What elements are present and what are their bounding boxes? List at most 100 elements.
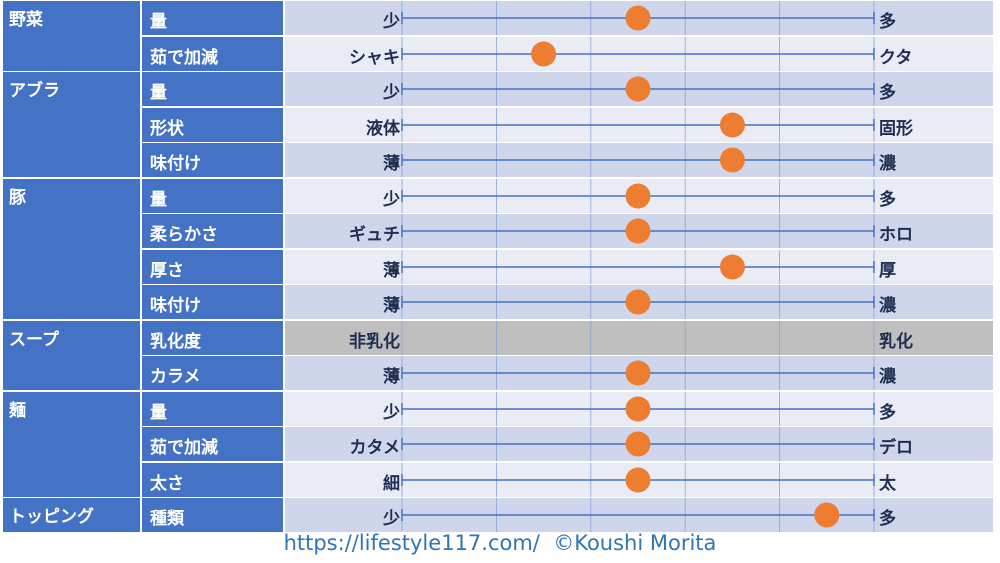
category-cell: 野菜 bbox=[3, 1, 140, 71]
scale-left-label: 少 bbox=[383, 189, 400, 210]
rating-marker bbox=[625, 76, 651, 102]
item-label: 太さ bbox=[150, 473, 184, 494]
item-label: 量 bbox=[150, 12, 167, 32]
scale-track bbox=[401, 462, 875, 497]
category-cell: 豚 bbox=[3, 178, 140, 319]
scale-track bbox=[401, 320, 875, 355]
scale-track bbox=[401, 214, 875, 248]
scale-track bbox=[401, 356, 875, 390]
item-cell: 味付け bbox=[142, 143, 283, 177]
item-cell: 厚さ bbox=[142, 249, 283, 284]
category-label: 麺 bbox=[9, 400, 26, 421]
item-cell: 量 bbox=[142, 178, 283, 213]
footer-credit: https://lifestyle117.com/ ©Koushi Morita bbox=[283, 531, 717, 555]
scale-right-label: 濃 bbox=[879, 154, 896, 174]
item-cell: 柔らかさ bbox=[142, 214, 283, 248]
category-label: 野菜 bbox=[9, 10, 43, 30]
scale-right-label: 濃 bbox=[879, 296, 896, 316]
scale-cell: 少多 bbox=[285, 391, 993, 426]
rating-marker bbox=[814, 502, 840, 528]
item-cell: 種類 bbox=[142, 498, 283, 532]
scale-left-label: 非乳化 bbox=[349, 331, 400, 352]
scale-right-label: 濃 bbox=[879, 367, 896, 387]
rating-marker bbox=[625, 218, 651, 244]
rating-marker bbox=[625, 289, 651, 315]
scale-cell: 少多 bbox=[285, 498, 993, 532]
scale-right-label: 多 bbox=[879, 83, 896, 103]
scale-cell: 少多 bbox=[285, 178, 993, 213]
rating-marker bbox=[719, 147, 745, 173]
scale-cell: 薄濃 bbox=[285, 285, 993, 319]
scale-cell: 薄厚 bbox=[285, 249, 993, 284]
scale-right-label: 多 bbox=[879, 509, 896, 529]
scale-left-label: 少 bbox=[383, 12, 400, 32]
scale-track bbox=[401, 72, 875, 106]
scale-track bbox=[401, 498, 875, 532]
item-label: 量 bbox=[150, 402, 167, 423]
item-label: 量 bbox=[150, 189, 167, 210]
scale-left-label: 薄 bbox=[383, 296, 400, 316]
item-cell: 茹で加減 bbox=[142, 36, 283, 71]
item-cell: 乳化度 bbox=[142, 320, 283, 355]
scale-track bbox=[401, 249, 875, 284]
scale-cell: カタメ デロ bbox=[285, 427, 993, 461]
category-cell: アブラ bbox=[3, 72, 140, 177]
scale-right-label: デロ bbox=[879, 438, 913, 458]
rating-marker bbox=[625, 5, 651, 31]
category-label: 豚 bbox=[9, 187, 26, 208]
scale-cell: 薄濃 bbox=[285, 143, 993, 177]
category-label: アブラ bbox=[9, 81, 60, 101]
item-label: カラメ bbox=[150, 367, 201, 387]
rating-marker bbox=[719, 112, 745, 137]
rating-marker bbox=[625, 183, 651, 208]
item-cell: 形状 bbox=[142, 107, 283, 142]
scale-right-label: ホロ bbox=[879, 225, 913, 245]
item-label: 茹で加減 bbox=[150, 47, 218, 68]
category-cell: 麺 bbox=[3, 391, 140, 497]
scale-track bbox=[401, 107, 875, 142]
scale-right-label: クタ bbox=[879, 47, 913, 68]
rating-chart: 野菜 アブラ豚スープ麺トッピング量少多茹で加減 シャキ クタ量少多形状 液体 固形 味付け薄… bbox=[3, 1, 993, 532]
rating-marker bbox=[719, 254, 745, 279]
scale-cell: 液体 固形 bbox=[285, 107, 993, 142]
rating-marker bbox=[625, 360, 651, 386]
item-cell: 量 bbox=[142, 72, 283, 106]
scale-left-label: 液体 bbox=[366, 118, 400, 139]
item-label: 味付け bbox=[150, 154, 201, 174]
scale-left-label: 少 bbox=[383, 83, 400, 103]
scale-left-label: 少 bbox=[383, 402, 400, 423]
category-cell: トッピング bbox=[3, 498, 140, 532]
scale-cell: 非乳化 乳化 bbox=[285, 320, 993, 355]
scale-left-label: 細 bbox=[383, 473, 400, 494]
item-label: 形状 bbox=[150, 118, 184, 139]
item-label: 種類 bbox=[150, 509, 184, 529]
rating-marker bbox=[625, 467, 651, 492]
scale-left-label: シャキ bbox=[349, 47, 400, 68]
category-label: トッピング bbox=[9, 507, 94, 527]
scale-track bbox=[401, 427, 875, 461]
scale-left-label: カタメ bbox=[349, 438, 401, 458]
scale-track bbox=[401, 36, 875, 71]
scale-left-label: 薄 bbox=[383, 367, 400, 387]
scale-left-label: 薄 bbox=[383, 260, 400, 281]
item-label: 茹で加減 bbox=[150, 438, 218, 458]
scale-track bbox=[401, 285, 875, 319]
scale-left-label: ギュチ bbox=[349, 225, 400, 245]
scale-track bbox=[401, 1, 875, 35]
scale-cell: 少多 bbox=[285, 1, 993, 35]
item-label: 柔らかさ bbox=[150, 225, 218, 245]
scale-left-label: 少 bbox=[383, 509, 400, 529]
rating-marker bbox=[625, 431, 651, 457]
item-cell: 茹で加減 bbox=[142, 427, 283, 461]
category-label: スープ bbox=[9, 329, 59, 350]
scale-right-label: 多 bbox=[879, 402, 896, 423]
scale-right-label: 太 bbox=[879, 473, 896, 494]
rating-marker bbox=[531, 41, 557, 66]
category-cell: スープ bbox=[3, 320, 140, 390]
item-cell: 量 bbox=[142, 391, 283, 426]
scale-right-label: 固形 bbox=[879, 118, 913, 139]
scale-cell: ギュチ ホロ bbox=[285, 214, 993, 248]
scale-left-label: 薄 bbox=[383, 154, 400, 174]
item-label: 乳化度 bbox=[150, 331, 201, 352]
scale-track bbox=[401, 178, 875, 213]
